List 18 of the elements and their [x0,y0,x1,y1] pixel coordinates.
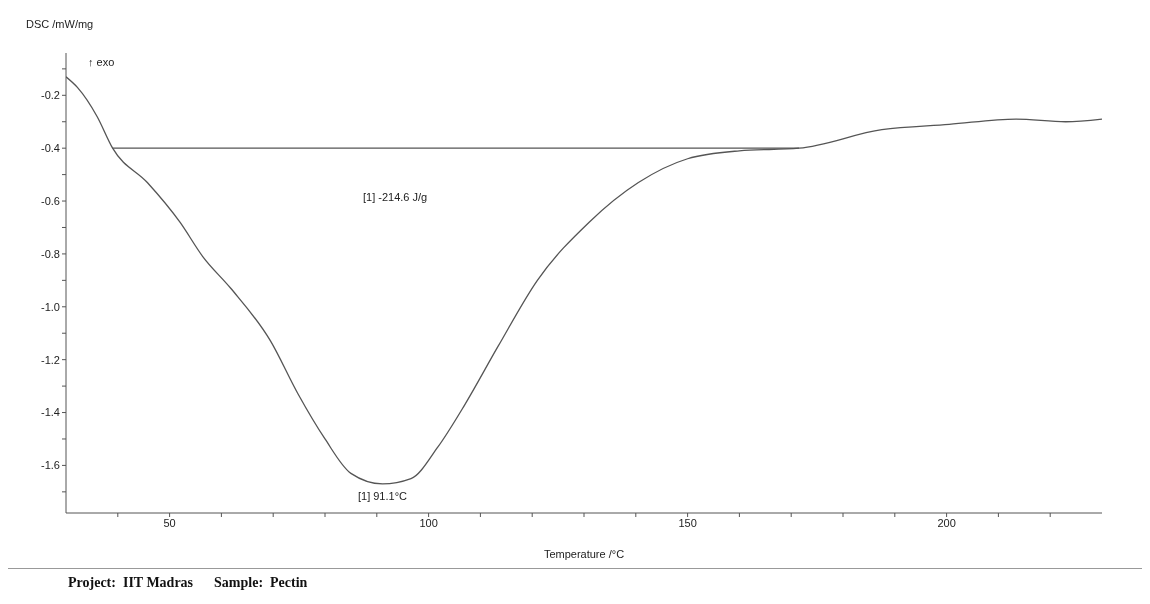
x-tick-label: 50 [163,516,176,529]
y-tick-label: -0.8 [41,247,60,260]
y-tick-label: -1.6 [41,459,60,472]
y-tick-label: -0.6 [41,194,60,207]
y-tick-label: -1.2 [41,353,60,366]
x-tick-label: 200 [937,516,956,529]
text: Project: IIT Madras Sample: Pectin [68,575,308,590]
x-tick-label: 100 [419,516,438,529]
y-tick-label: -1.0 [41,300,60,313]
annotation: ↑ exo [88,56,115,68]
annotation: [1] 91.1°C [357,489,408,502]
annotation: [1] -214.6 J/g [363,191,428,203]
y-tick-label: -0.4 [41,142,60,155]
x-axis-title: Temperature /°C [543,548,625,560]
y-axis-title: DSC /mW/mg [26,18,94,30]
y-tick-label: -0.2 [41,89,60,102]
x-tick-label: 150 [678,516,697,529]
y-tick-label: -1.4 [41,406,60,419]
